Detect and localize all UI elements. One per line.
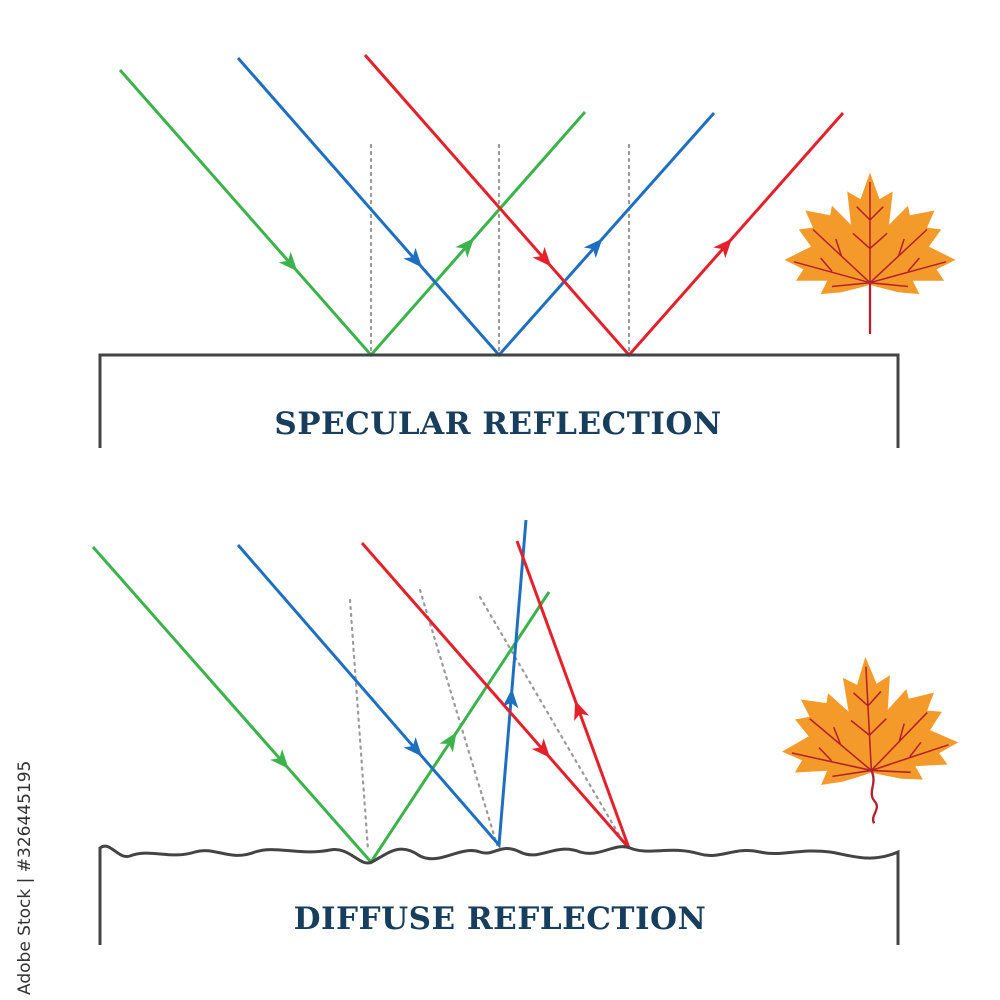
arrow-icon — [583, 238, 603, 259]
leaf-stem — [870, 769, 879, 824]
arrow-icon — [574, 700, 590, 722]
green-ray — [91, 546, 551, 865]
arrow-icon — [403, 736, 423, 757]
normal-line — [348, 598, 370, 852]
green-ray — [118, 69, 587, 358]
blue-ray — [236, 519, 528, 849]
diffuse-surface — [98, 844, 900, 945]
arrow-icon — [531, 738, 551, 758]
blue-ray — [236, 57, 716, 358]
normal-line — [478, 595, 627, 847]
arrow-icon — [532, 246, 552, 267]
watermark: Adobe Stock | #326445195 — [15, 761, 35, 995]
arrow-icon — [502, 688, 519, 709]
diffuse-title: DIFFUSE REFLECTION — [294, 901, 707, 937]
leaf-veins — [793, 181, 947, 288]
arrow-icon — [439, 732, 457, 753]
specular-surface — [98, 353, 900, 448]
arrow-icon — [278, 251, 298, 272]
maple-leaf-icon — [782, 656, 959, 824]
red-ray — [363, 54, 845, 358]
arrow-icon — [455, 238, 474, 258]
normal-line — [418, 588, 499, 847]
leaf-body — [782, 656, 959, 785]
arrow-icon — [403, 247, 423, 268]
maple-leaf-icon — [784, 172, 956, 335]
red-ray — [360, 540, 631, 849]
leaf-veins — [791, 666, 949, 778]
specular-title: SPECULAR REFLECTION — [274, 406, 721, 442]
arrow-icon — [270, 749, 289, 769]
arrow-icon — [713, 238, 732, 259]
